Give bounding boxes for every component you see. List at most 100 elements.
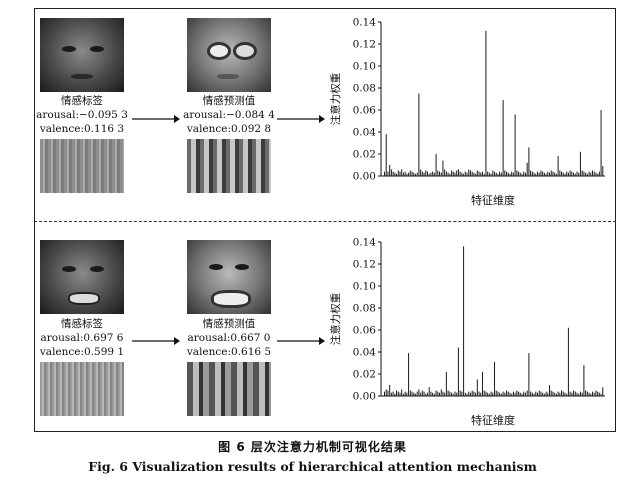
bar [521,393,523,396]
bar [495,172,497,176]
bar [473,172,475,176]
bar [586,391,588,396]
bar [540,391,542,396]
bar [473,391,475,396]
bar [478,391,480,396]
bar [597,173,599,176]
face-eye [62,46,76,52]
pred-label-title: 情感预测值 [202,95,256,107]
bar [564,392,566,396]
bar [502,100,504,176]
bar [483,173,485,176]
bar [545,391,547,396]
x-axis-label: 特征维度 [471,413,515,427]
bar [578,172,580,176]
bar [394,172,396,176]
bar [516,390,518,396]
bar [492,170,494,176]
bar [487,171,489,176]
bar [507,172,509,176]
bar [414,173,416,176]
pred-arousal: arousal:−0.084 4 [183,109,275,121]
bar [442,160,444,176]
bar [550,390,552,396]
bar [471,171,473,176]
bar [475,173,477,176]
y-tick-label: 0.08 [353,83,376,95]
bar [526,162,528,176]
bar [466,393,468,396]
bar [519,172,521,176]
y-tick-label: 0.14 [353,237,377,249]
bar [494,361,496,396]
bar [555,173,557,176]
bar [595,172,597,176]
bar [451,170,453,176]
bar [488,172,490,176]
y-axis-label: 注意力权重 [329,293,342,346]
bar [579,391,581,396]
bar [442,391,444,396]
bar [408,172,410,176]
bar [506,390,508,396]
bar [571,171,573,176]
bar [466,172,468,176]
attention-weight-chart: 0.00 0.02 0.04 0.06 0.08 0.10 0.12 0.14 注意力权重特征维… [329,17,605,207]
face-eye [62,266,76,272]
bar [435,154,437,176]
bar [598,392,600,396]
bar [488,393,490,396]
bar [425,170,427,176]
bar [540,170,542,176]
bar [428,173,430,176]
bar [554,172,556,176]
bar [481,171,483,176]
bar [581,170,583,176]
bar [454,172,456,176]
bar [571,392,573,396]
bar [447,172,449,176]
bar [385,134,387,176]
y-tick-label: 0.04 [353,127,377,139]
bar [492,392,494,396]
bar [554,392,556,396]
original-texture-image [40,362,124,416]
bar [530,170,532,176]
figure-frame [34,8,616,432]
bar [469,170,471,176]
face-eye [209,264,223,270]
bar [420,169,422,176]
bar [402,393,404,396]
face-mouth [211,290,251,308]
bar [445,371,447,396]
bar [406,392,408,396]
bar [401,389,403,396]
bar [581,392,583,396]
bar [433,393,435,396]
bar [454,391,456,396]
bar [569,391,571,396]
bar [397,170,399,176]
bar [389,165,391,176]
bar [550,170,552,176]
bar [590,393,592,396]
bar [435,390,437,396]
bar [518,391,520,396]
bar [547,392,549,396]
bar [495,390,497,396]
bar [483,390,485,396]
y-tick-label: 0.04 [353,347,377,359]
bar [404,171,406,176]
bar [485,30,487,176]
bar [511,171,513,176]
arrow-icon [277,115,325,123]
bar [590,172,592,176]
bar [439,171,441,176]
bar [409,170,411,176]
bar [535,173,537,176]
bar [389,385,391,396]
face-eye [207,42,231,60]
bar [514,392,516,396]
bar [562,391,564,396]
bar [545,173,547,176]
